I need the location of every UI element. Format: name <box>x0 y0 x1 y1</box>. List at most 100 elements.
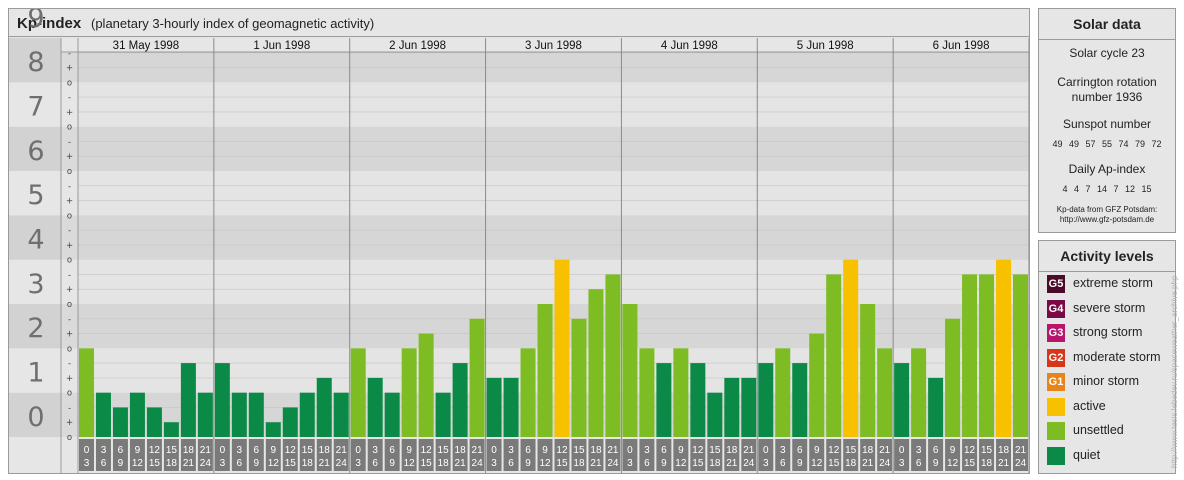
hour-end-label: 3 <box>899 458 905 469</box>
hour-end-label: 3 <box>627 458 633 469</box>
kp-bar <box>877 348 893 437</box>
kp-bar <box>486 377 502 437</box>
legend-swatch: G5 <box>1047 275 1065 293</box>
hour-start-label: 21 <box>336 445 348 456</box>
hour-start-label: 12 <box>149 445 161 456</box>
hour-end-label: 6 <box>780 458 786 469</box>
hour-end-label: 21 <box>183 458 195 469</box>
carrington-line1: Carrington rotation <box>1057 75 1157 89</box>
legend-label: moderate storm <box>1073 349 1161 364</box>
sub-tick-label: + <box>66 418 73 428</box>
hour-start-label: 9 <box>135 445 141 456</box>
hour-start-label: 9 <box>406 445 412 456</box>
y-axis-band <box>9 392 61 437</box>
hour-box <box>503 439 519 471</box>
sunspot-values: 49 49 57 55 74 79 72 <box>1052 139 1162 149</box>
hour-start-label: 15 <box>302 445 314 456</box>
hour-end-label: 9 <box>254 458 260 469</box>
kp-bar <box>775 348 791 437</box>
hour-end-label: 15 <box>149 458 161 469</box>
hour-start-label: 15 <box>981 445 993 456</box>
legend-swatch: G2 <box>1047 348 1065 367</box>
hour-end-label: 21 <box>590 458 602 469</box>
hour-end-label: 24 <box>743 458 755 469</box>
archive-credit: http://www.tesis.lebedev.ru/spaceweather… <box>1170 275 1179 468</box>
hour-end-label: 12 <box>268 458 280 469</box>
hour-start-label: 18 <box>455 445 467 456</box>
hour-start-label: 9 <box>814 445 820 456</box>
kp-bar <box>741 377 757 437</box>
hour-start-label: 6 <box>118 445 124 456</box>
hour-box <box>945 439 961 471</box>
hour-start-label: 15 <box>709 445 721 456</box>
sub-axis-band <box>61 215 78 260</box>
sub-tick-label: - <box>68 403 71 413</box>
hour-start-label: 3 <box>644 445 650 456</box>
hour-box <box>231 439 247 471</box>
hour-start-label: 18 <box>998 445 1010 456</box>
legend-label: active <box>1073 398 1106 413</box>
kp-bar <box>231 392 247 437</box>
y-axis-band <box>9 304 61 349</box>
hour-start-label: 21 <box>607 445 619 456</box>
chart-subtitle: (planetary 3-hourly index of geomagnetic… <box>91 16 375 31</box>
kp-bar <box>571 318 587 437</box>
sub-axis-band <box>61 259 78 304</box>
day-label: 4 Jun 1998 <box>661 40 718 52</box>
kp-bar <box>180 363 196 437</box>
legend-label: strong storm <box>1073 325 1143 339</box>
source-link[interactable]: http://www.gfz-potsdam.de <box>1059 215 1155 224</box>
kp-bar <box>554 259 570 437</box>
hour-start-label: 12 <box>285 445 297 456</box>
legend-label: severe storm <box>1073 300 1146 315</box>
legend-swatch: G3 <box>1047 324 1065 342</box>
hour-box <box>537 439 553 471</box>
hour-end-label: 9 <box>118 458 124 469</box>
hour-end-label: 18 <box>573 458 585 469</box>
kp-bar <box>350 348 366 437</box>
kp-bar <box>588 289 604 437</box>
hour-end-label: 9 <box>797 458 803 469</box>
hour-end-label: 12 <box>404 458 416 469</box>
sunspot-title: Sunspot number <box>1062 117 1152 131</box>
sub-tick-label: o <box>67 256 72 266</box>
plot-band <box>78 259 1029 304</box>
hour-start-label: 0 <box>355 445 361 456</box>
hour-end-label: 21 <box>998 458 1010 469</box>
plot-band <box>78 171 1029 216</box>
hour-box <box>452 439 468 471</box>
kp-bar <box>129 392 145 437</box>
kp-bar <box>605 274 621 437</box>
kp-bar <box>299 392 315 437</box>
hour-start-label: 9 <box>950 445 956 456</box>
hour-box <box>333 439 349 471</box>
y-axis-band <box>9 38 61 83</box>
hour-end-label: 21 <box>455 458 467 469</box>
hour-start-label: 21 <box>1015 445 1027 456</box>
sub-axis-band <box>61 304 78 349</box>
hour-box <box>384 439 400 471</box>
hour-end-label: 18 <box>981 458 993 469</box>
hour-end-label: 6 <box>644 458 650 469</box>
y-tick-label: 3 <box>27 269 44 300</box>
hour-start-label: 0 <box>899 445 905 456</box>
hour-end-label: 21 <box>862 458 874 469</box>
day-label: 1 Jun 1998 <box>253 40 310 52</box>
hour-box <box>673 439 689 471</box>
y-axis-band <box>9 348 61 393</box>
hour-box <box>860 439 876 471</box>
solar-data-panel: Solar data Solar cycle 23 Carrington rot… <box>1038 8 1176 233</box>
legend-label: quiet <box>1073 447 1101 462</box>
hour-end-label: 18 <box>438 458 450 469</box>
hour-start-label: 0 <box>763 445 769 456</box>
hour-start-label: 9 <box>678 445 684 456</box>
kp-bar <box>452 363 468 437</box>
kp-bar <box>95 392 111 437</box>
sub-tick-label: + <box>66 108 73 118</box>
hour-box <box>758 439 774 471</box>
hour-end-label: 3 <box>491 458 497 469</box>
hour-end-label: 21 <box>319 458 331 469</box>
y-axis-band <box>9 215 61 260</box>
kp-bar <box>809 333 825 437</box>
hour-start-label: 21 <box>743 445 755 456</box>
